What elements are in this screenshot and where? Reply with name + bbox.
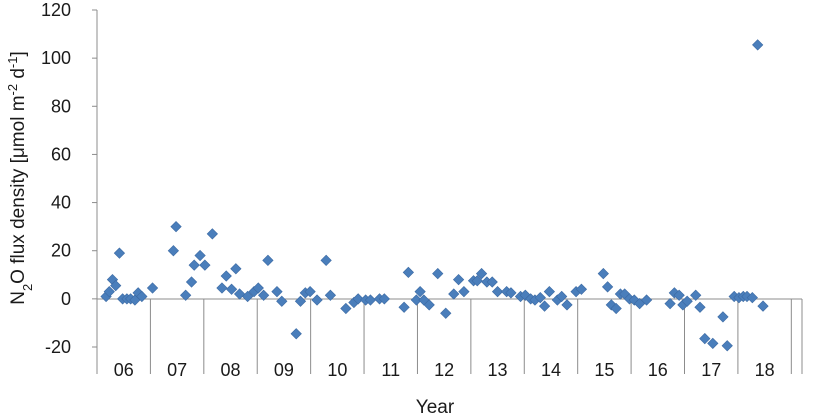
data-point	[414, 286, 426, 298]
data-point	[225, 283, 238, 295]
y-tick-label: 60	[51, 144, 71, 164]
data-point	[475, 267, 488, 280]
data-point	[664, 298, 676, 310]
data-point	[271, 286, 283, 298]
data-point	[110, 279, 122, 292]
data-point	[364, 294, 377, 306]
x-tick-label: 15	[594, 360, 614, 380]
data-point	[543, 286, 555, 298]
x-tick-label: 12	[434, 360, 454, 380]
data-point	[136, 290, 148, 303]
data-point	[694, 301, 706, 313]
y-tick-label: 0	[61, 289, 71, 309]
y-tick-label: 80	[51, 96, 71, 116]
y-tick-label: 20	[51, 241, 71, 261]
data-point	[180, 289, 192, 301]
data-point	[311, 294, 323, 306]
data-point	[491, 286, 504, 298]
data-point	[423, 299, 435, 311]
data-point	[258, 289, 270, 301]
x-tick-label: 16	[648, 360, 668, 380]
x-tick-label: 06	[114, 360, 134, 380]
data-point	[610, 302, 622, 315]
x-axis: 06 07 08 09 10 11 12 13 14 15 16 17 18	[96, 298, 803, 380]
data-point	[538, 300, 551, 312]
data-point	[199, 259, 211, 271]
data-point	[605, 299, 617, 311]
data-point	[185, 276, 198, 288]
data-point	[721, 340, 733, 352]
data-point	[398, 301, 410, 313]
x-tick-label: 07	[167, 360, 187, 380]
y-tick-label: 40	[51, 193, 71, 213]
data-point	[290, 328, 302, 340]
data-point	[717, 311, 729, 323]
data-point	[352, 293, 364, 305]
data-point	[452, 273, 465, 286]
data-point	[690, 289, 702, 301]
data-point	[216, 282, 228, 294]
data-point	[241, 290, 254, 303]
data-point	[752, 39, 764, 51]
y-tick-label: 120	[41, 0, 71, 20]
data-point	[458, 286, 470, 298]
data-point	[601, 281, 614, 293]
data-point	[378, 293, 390, 305]
data-point	[167, 245, 179, 257]
data-points	[100, 39, 769, 352]
y-tick-label: -20	[45, 337, 71, 357]
data-point	[340, 302, 352, 315]
y-axis-title: N2O flux density [μmol m-2 d-1]	[5, 51, 35, 305]
x-tick-label: 08	[221, 360, 241, 380]
data-point	[188, 259, 200, 271]
data-point	[556, 290, 568, 303]
data-point	[561, 299, 573, 311]
data-point	[486, 276, 498, 288]
data-point	[304, 286, 316, 298]
data-point	[534, 292, 546, 304]
data-point	[170, 221, 182, 233]
data-point	[640, 294, 653, 306]
data-point	[746, 292, 758, 304]
data-point	[575, 283, 588, 295]
data-point	[448, 288, 460, 300]
data-point	[418, 294, 430, 306]
x-tick-label: 18	[755, 360, 775, 380]
data-point	[324, 289, 337, 301]
data-point	[681, 295, 693, 307]
data-point	[432, 267, 444, 280]
data-point	[262, 254, 274, 266]
data-point	[597, 267, 609, 280]
x-tick-label: 10	[327, 360, 347, 380]
data-point	[699, 332, 711, 345]
data-point	[410, 294, 423, 306]
y-axis: -20 0 20 40 60 80 100 120	[41, 0, 98, 357]
data-point	[402, 266, 414, 279]
data-point	[220, 270, 232, 282]
data-point	[194, 249, 206, 262]
data-point	[206, 228, 218, 240]
data-point	[673, 289, 685, 301]
data-point	[505, 287, 517, 299]
data-point	[294, 295, 307, 307]
data-point	[320, 254, 332, 266]
x-tick-label: 09	[274, 360, 294, 380]
data-point	[230, 263, 242, 275]
x-tick-label: 14	[541, 360, 561, 380]
data-point	[113, 247, 126, 259]
x-tick-label: 17	[701, 360, 721, 380]
data-point	[471, 275, 483, 287]
x-tick-label: 11	[381, 360, 400, 380]
data-point	[757, 300, 769, 312]
x-axis-title: Year	[416, 397, 455, 416]
data-point	[276, 295, 288, 307]
data-point	[146, 282, 159, 294]
data-point	[103, 286, 115, 298]
data-point	[440, 307, 452, 319]
data-point	[252, 282, 264, 294]
y-tick-label: 100	[41, 48, 71, 68]
x-tick-label: 13	[488, 360, 508, 380]
data-point	[707, 337, 719, 350]
